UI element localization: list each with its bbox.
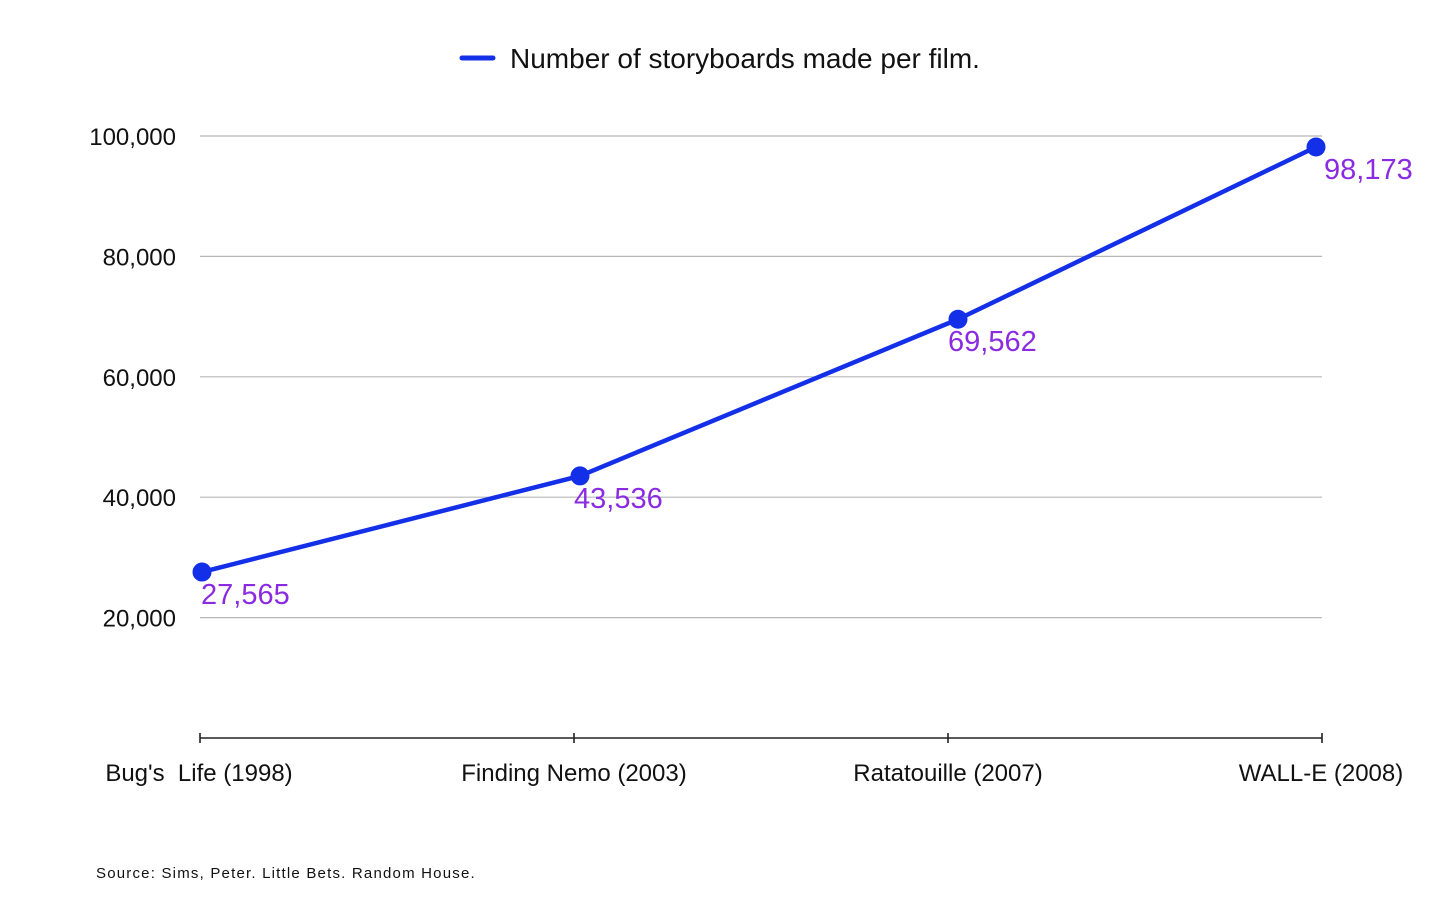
y-tick-label: 100,000: [89, 124, 176, 151]
source-note: Source: Sims, Peter. Little Bets. Random…: [96, 865, 476, 882]
data-label: 98,173: [1324, 154, 1413, 186]
legend: Number of storyboards made per film.: [459, 43, 980, 74]
data-point: [570, 466, 590, 486]
data-point: [192, 562, 212, 582]
y-axis-tick-labels: 20,000 40,000 60,000 80,000 100,000: [89, 124, 176, 633]
x-axis-tick-labels: Bug's Life (1998) Finding Nemo (2003) Rata…: [105, 760, 1403, 787]
data-point: [948, 309, 968, 329]
y-tick-label: 40,000: [103, 485, 176, 512]
y-tick-label: 20,000: [103, 606, 176, 633]
data-label: 43,536: [574, 483, 663, 515]
x-tick-label: Ratatouille (2007): [853, 760, 1042, 787]
y-tick-label: 60,000: [103, 365, 176, 392]
series-line: [199, 144, 1319, 575]
x-tick-label: Finding Nemo (2003): [461, 760, 686, 787]
data-labels: 27,565 43,536 69,562 98,173: [201, 154, 1413, 611]
x-tick-label: Bug's Life (1998): [105, 760, 292, 787]
x-axis: [199, 733, 1323, 743]
data-point: [1306, 137, 1326, 157]
series-storyboards: [192, 137, 1326, 582]
y-tick-label: 80,000: [103, 244, 176, 271]
legend-label: Number of storyboards made per film.: [510, 43, 980, 74]
data-label: 69,562: [948, 326, 1037, 358]
gridlines: [200, 135, 1322, 619]
x-tick-label: WALL-E (2008): [1239, 760, 1404, 787]
data-label: 27,565: [201, 579, 290, 611]
